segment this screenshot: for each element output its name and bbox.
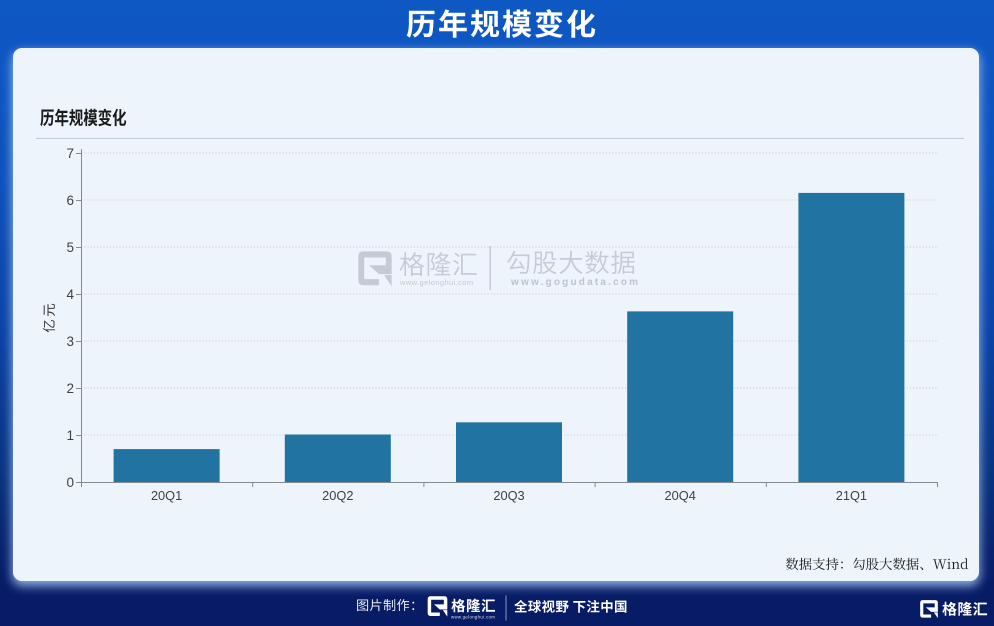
svg-text:2: 2 <box>66 381 74 396</box>
svg-text:20Q2: 20Q2 <box>322 488 353 503</box>
svg-text:3: 3 <box>66 334 74 349</box>
svg-text:20Q1: 20Q1 <box>151 488 182 503</box>
svg-text:1: 1 <box>66 428 74 443</box>
svg-text:www.gelonghui.com: www.gelonghui.com <box>399 278 474 287</box>
svg-text:20Q3: 20Q3 <box>493 488 524 503</box>
svg-text:www.gelonghui.com: www.gelonghui.com <box>451 615 495 620</box>
svg-text:6: 6 <box>66 193 74 208</box>
svg-text:20Q4: 20Q4 <box>665 488 696 503</box>
svg-text:www.gogudata.com: www.gogudata.com <box>510 277 640 288</box>
svg-text:7: 7 <box>66 146 74 161</box>
svg-text:5: 5 <box>66 240 74 255</box>
svg-text:4: 4 <box>66 287 74 302</box>
svg-text:0: 0 <box>66 475 74 490</box>
svg-text:21Q1: 21Q1 <box>836 488 867 503</box>
